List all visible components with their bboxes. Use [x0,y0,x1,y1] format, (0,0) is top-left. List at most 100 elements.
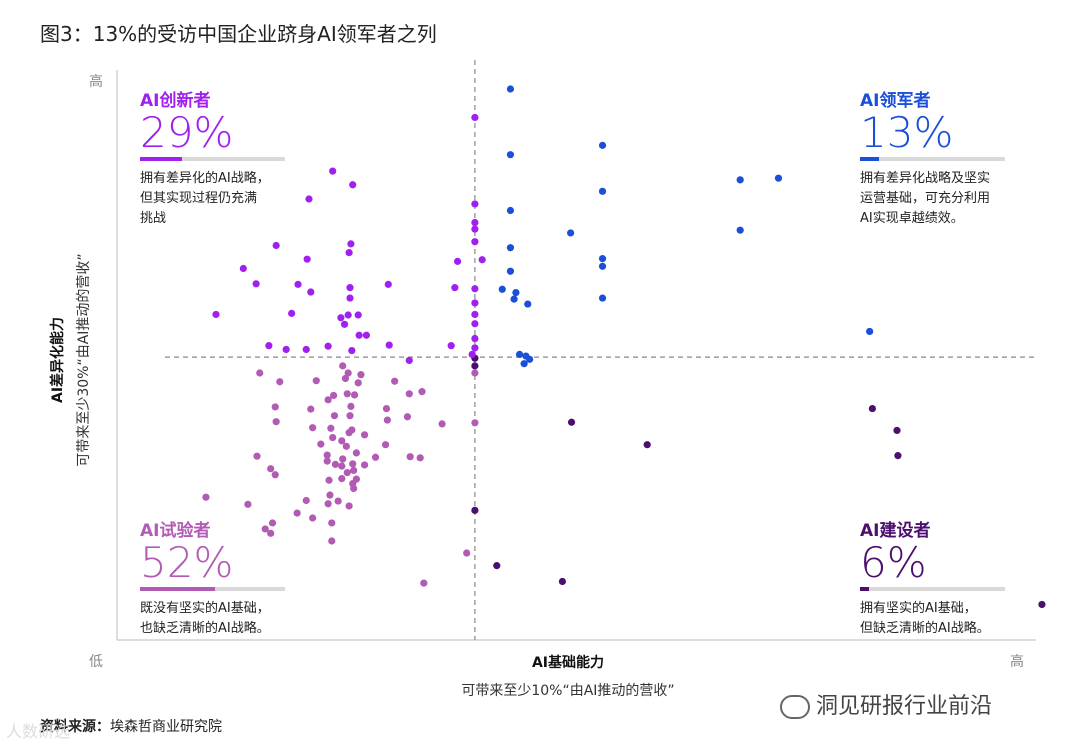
data-point [478,256,486,264]
data-point [271,403,279,411]
data-point [381,441,390,449]
data-point [471,506,479,514]
desc-line: 也缺乏清晰的AI战略。 [140,621,270,636]
data-point [344,369,352,377]
data-point [253,452,261,460]
data-point [403,413,412,421]
data-point [346,294,354,302]
quadrant-description: 拥有差异化的AI战略， 但其实现过程仍充满 挑战 [140,169,270,229]
data-point [348,346,356,355]
figure-title: 图3：13%的受访中国企业跻身AI领军者之列 [40,22,437,46]
watermark-text: 洞见研报行业前沿 [816,694,993,719]
data-point [774,174,783,182]
data-point [323,451,331,459]
data-point [405,356,413,365]
data-point [202,493,210,501]
y-axis-high-label: 高 [89,73,103,90]
data-point [338,462,346,470]
data-point [354,311,362,319]
data-point [736,226,744,234]
data-point [893,426,901,435]
data-point [352,449,360,457]
data-point [498,285,506,293]
quadrant-percentage: 6% [860,538,927,587]
data-point [303,255,311,263]
quadrant-title: AI试验者 [140,521,211,541]
data-point [256,369,264,377]
data-point [506,85,515,93]
data-point [360,461,369,469]
data-point [471,310,479,319]
data-point [471,344,479,352]
data-point [302,496,310,505]
quadrant-description: 拥有坚实的AI基础， 但缺乏清晰的AI战略。 [860,599,990,639]
data-point [338,437,346,445]
source-label: 资料来源： [40,719,110,735]
data-point [307,405,315,413]
data-point [343,390,351,398]
data-point [471,225,479,233]
data-point [520,360,528,368]
desc-line: 拥有差异化战略及坚实 [860,171,991,186]
quadrant-leader: AI领军者 13% 拥有差异化战略及坚实 运营基础，可充分利用 AI实现卓越绩效… [860,86,1005,229]
data-point [267,465,275,473]
data-point [382,404,391,413]
data-point [371,453,380,461]
data-point [598,141,607,149]
source-note: 资料来源：埃森哲商业研究院 [40,716,222,736]
data-point [866,327,874,336]
data-point [471,419,479,427]
data-point [309,424,317,432]
quadrant-experimenter: AI试验者 52% 既没有坚实的AI基础， 也缺乏清晰的AI战略。 [140,516,285,639]
x-axis-label: AI基础能力 [532,654,604,671]
data-point [420,579,428,587]
data-point [506,151,515,159]
data-point [598,262,607,270]
data-point [317,440,325,448]
data-point [354,379,362,387]
source-text: 埃森哲商业研究院 [110,719,222,735]
data-point [506,267,515,275]
data-point [244,500,252,508]
data-point [342,442,350,450]
quadrant-share-fill [860,587,869,591]
data-point [598,255,607,263]
data-point [384,280,392,288]
data-point [339,362,347,370]
data-point [345,429,353,437]
data-point [352,475,360,483]
quadrant-percentage: 29% [140,108,234,157]
data-point [276,378,284,386]
data-point [362,331,371,339]
data-point [334,497,342,505]
data-point [307,288,315,296]
data-point [282,345,290,354]
data-point [598,294,607,302]
quadrant-percentage: 13% [860,108,954,157]
series-AI试验者 [202,362,479,587]
data-point [267,529,275,537]
data-point [510,295,518,303]
x-axis-sublabel: 可带来至少10%“由AI推动的营收” [461,683,674,699]
data-point [360,431,369,439]
data-point [471,285,479,293]
data-point [506,244,515,252]
data-point [471,218,479,227]
quadrant-share-bar [860,587,1005,591]
data-point [515,350,524,358]
data-point [385,341,393,349]
wechat-icon [780,695,810,719]
data-point [350,391,359,399]
data-point [271,471,279,479]
data-point [338,475,346,483]
data-point [212,310,220,319]
data-point [327,424,335,432]
data-point [261,525,269,533]
data-point [344,311,352,319]
data-point [598,187,607,195]
watermark: 洞见研报行业前沿 [780,688,992,720]
desc-line: 但缺乏清晰的AI战略。 [860,621,990,636]
data-point [272,418,280,426]
corner-watermark: 人数研选 [6,722,71,741]
data-point [471,369,479,377]
